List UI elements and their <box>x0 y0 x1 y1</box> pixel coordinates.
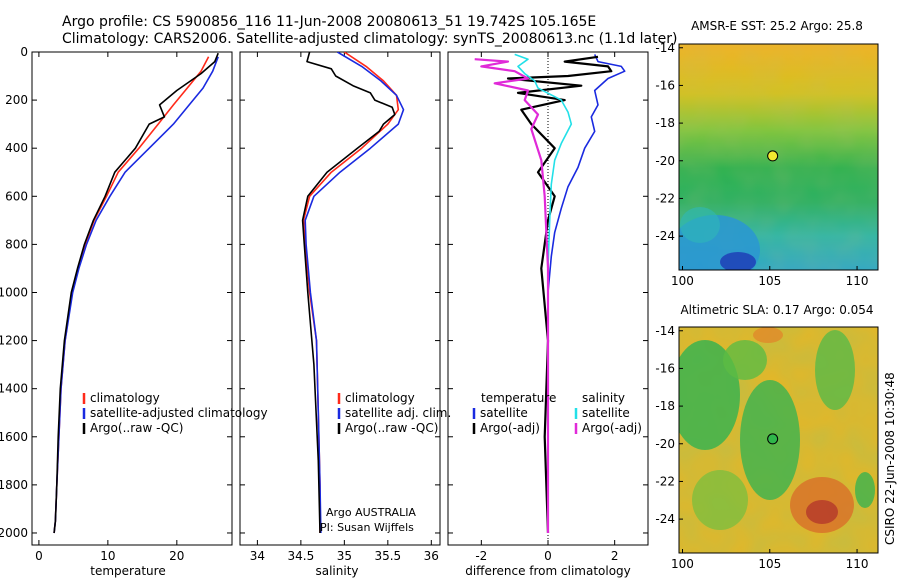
x-tick-label: 36 <box>424 549 439 563</box>
argo-australia-label: Argo AUSTRALIA <box>326 506 416 519</box>
y-tick-label: 1400 <box>0 382 28 396</box>
series-line-climatology <box>53 56 210 534</box>
y-tick-label: 1000 <box>0 285 28 299</box>
x-tick-label: 35.5 <box>374 549 401 563</box>
map-y-tick-label: -24 <box>655 229 675 243</box>
y-tick-label: 800 <box>5 237 28 251</box>
series-line-satellite-adj-clim <box>304 52 405 534</box>
map-y-tick-label: -22 <box>655 191 675 205</box>
map-y-tick-label: -24 <box>655 512 675 526</box>
difference-panel: -2 0 2 temperaturesatelliteArgo(-adj)salin… <box>447 51 649 578</box>
map-x-tick-label: 100 <box>671 557 694 571</box>
difference-axis-label: difference from climatology <box>465 564 631 578</box>
figure-title-line2: Climatology: CARS2006. Satellite-adjuste… <box>62 31 677 47</box>
series-line-argo-raw-qc <box>53 52 219 534</box>
legend-label-diff-temp-sat: satellite <box>480 406 528 420</box>
pi-label: PI: Susan Wijffels <box>320 521 414 534</box>
x-tick-label: 2 <box>611 549 619 563</box>
figure-title-line1: Argo profile: CS 5900856_116 11-Jun-2008… <box>62 14 596 30</box>
series-line-satellite-adjusted-climatology <box>53 56 219 534</box>
series-line-argo-raw-qc <box>301 52 396 534</box>
map-x-tick-label: 100 <box>671 274 694 288</box>
y-tick-label: 0 <box>20 45 28 59</box>
map-y-tick-label: -14 <box>655 324 675 338</box>
series-line-temperature-argo-adj <box>506 55 613 534</box>
csiro-side-label: CSIRO 22-Jun-2008 10:30:48 <box>883 372 897 545</box>
map-x-tick-label: 110 <box>846 274 869 288</box>
map-y-tick-label: -16 <box>655 78 675 92</box>
sla-argo-marker <box>767 433 779 445</box>
legend-label-temp-0: climatology <box>90 391 160 405</box>
y-tick-label: 2000 <box>0 526 28 540</box>
legend-label-diff-sal-argo: Argo(-adj) <box>582 421 642 435</box>
x-tick-label: 0 <box>35 549 43 563</box>
legend-sal-heading: salinity <box>582 391 625 405</box>
map-y-tick-label: -18 <box>655 116 675 130</box>
legend-label-sal-0: climatology <box>345 391 415 405</box>
legend-label-temp-1: satellite-adjusted climatology <box>90 406 268 420</box>
map-y-tick-label: -20 <box>655 437 675 451</box>
temperature-panel: 0 10 2002004006008001000120014001600180020… <box>0 45 268 578</box>
map-y-tick-label: -18 <box>655 399 675 413</box>
legend-temp-heading: temperature <box>481 391 556 405</box>
sst-map-panel: AMSR-E SST: 25.2 Argo: 25.8 100 105 110 -14… <box>655 19 879 288</box>
sst-argo-marker <box>767 150 779 162</box>
sla-map-panel: Altimetric SLA: 0.17 Argo: 0.054 100 105 1… <box>655 303 879 571</box>
x-tick-label: 0 <box>544 549 552 563</box>
y-tick-label: 200 <box>5 93 28 107</box>
map-x-tick-label: 105 <box>758 557 781 571</box>
map-x-tick-label: 110 <box>846 557 869 571</box>
sla-map-title: Altimetric SLA: 0.17 Argo: 0.054 <box>680 303 873 317</box>
x-tick-label: 34 <box>250 549 265 563</box>
x-tick-label: 10 <box>100 549 115 563</box>
salinity-axis-label: salinity <box>315 564 358 578</box>
map-y-tick-label: -20 <box>655 154 675 168</box>
legend-label-sal-1: satellite adj. clim. <box>345 406 451 420</box>
series-line-temperature-satellite <box>547 54 626 533</box>
x-tick-label: 20 <box>169 549 184 563</box>
x-tick-label: -2 <box>475 549 487 563</box>
map-x-tick-label: 105 <box>758 274 781 288</box>
temperature-axis-label: temperature <box>90 564 165 578</box>
y-tick-label: 1200 <box>0 334 28 348</box>
legend-label-temp-2: Argo(..raw -QC) <box>90 421 183 435</box>
y-tick-label: 400 <box>5 141 28 155</box>
series-line-salinity-argo-adj <box>474 58 550 533</box>
sst-map-title: AMSR-E SST: 25.2 Argo: 25.8 <box>691 19 863 33</box>
map-y-tick-label: -14 <box>655 41 675 55</box>
y-tick-label: 600 <box>5 189 28 203</box>
map-y-tick-label: -16 <box>655 361 675 375</box>
sst-coldest-patch <box>720 252 756 270</box>
legend-label-diff-temp-argo: Argo(-adj) <box>480 421 540 435</box>
x-tick-label: 34.5 <box>288 549 315 563</box>
legend-label-diff-sal-sat: satellite <box>582 406 630 420</box>
y-tick-label: 1600 <box>0 430 28 444</box>
y-tick-label: 1800 <box>0 478 28 492</box>
x-tick-label: 35 <box>337 549 352 563</box>
legend-label-sal-2: Argo(..raw -QC) <box>345 421 438 435</box>
map-y-tick-label: -22 <box>655 474 675 488</box>
